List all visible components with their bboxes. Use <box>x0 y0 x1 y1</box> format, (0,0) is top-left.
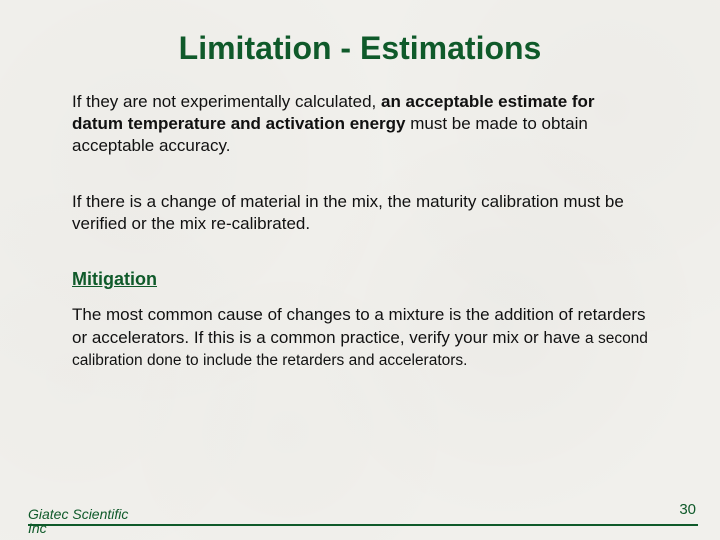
mitigation-heading: Mitigation <box>72 269 648 290</box>
slide-title: Limitation - Estimations <box>0 0 720 91</box>
slide-content: If they are not experimentally calculate… <box>0 91 720 371</box>
paragraph-1: If they are not experimentally calculate… <box>72 91 648 157</box>
paragraph-1-pre: If they are not experimentally calculate… <box>72 92 381 111</box>
slide: Limitation - Estimations If they are not… <box>0 0 720 540</box>
footer-brand-line1: Giatec Scientific <box>28 506 128 522</box>
footer-page-number: 30 <box>679 501 696 518</box>
footer-divider <box>28 524 698 526</box>
footer-brand: Giatec Scientific Inc <box>28 507 128 524</box>
paragraph-3-main: The most common cause of changes to a mi… <box>72 305 646 346</box>
paragraph-2: If there is a change of material in the … <box>72 191 648 235</box>
paragraph-3: The most common cause of changes to a mi… <box>72 304 648 370</box>
